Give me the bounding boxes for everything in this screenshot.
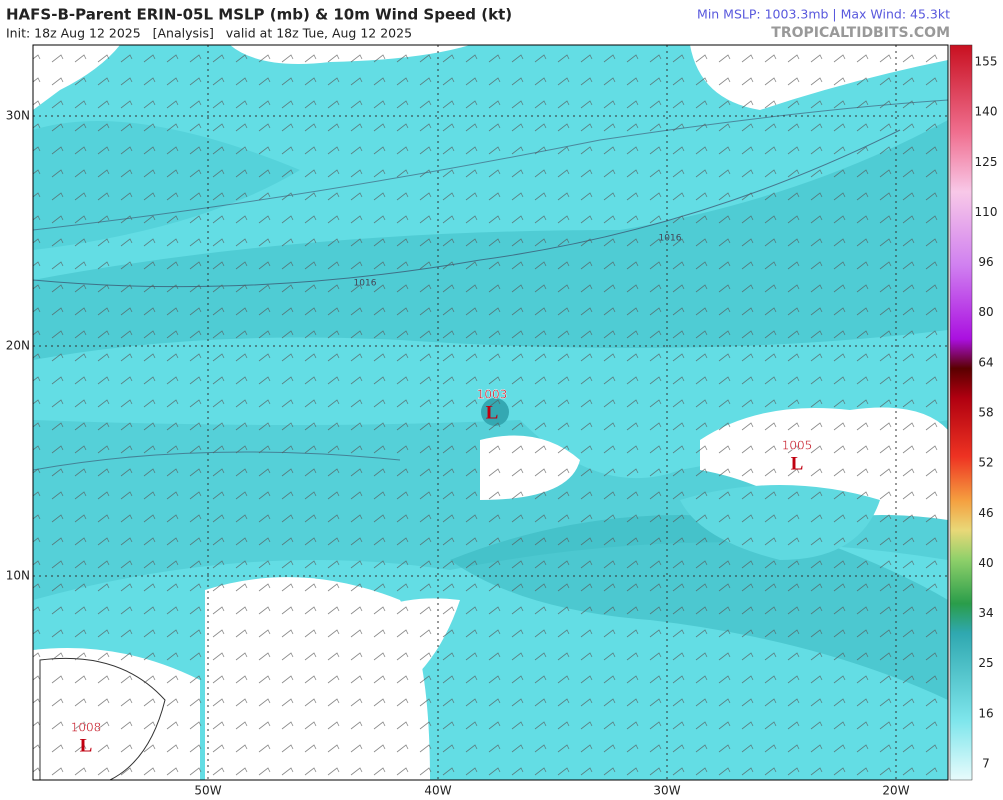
low-pressure: 1005 xyxy=(782,439,813,453)
colorbar-label: 40 xyxy=(978,556,993,570)
lon-label: 40W xyxy=(424,784,451,798)
colorbar-label: 155 xyxy=(975,55,998,69)
lon-label: 30W xyxy=(653,784,680,798)
colorbar xyxy=(949,44,973,781)
contour-label: 1016 xyxy=(354,279,377,289)
low-symbol: L xyxy=(486,402,499,423)
low-pressure: 1003 xyxy=(477,388,508,402)
colorbar-label: 25 xyxy=(978,656,993,670)
map-frame xyxy=(32,44,949,781)
colorbar-label: 125 xyxy=(975,155,998,169)
low-symbol: L xyxy=(80,735,93,756)
colorbar-label: 96 xyxy=(978,255,993,269)
low-pressure: 1008 xyxy=(71,721,102,735)
lon-label: 20W xyxy=(882,784,909,798)
colorbar-label: 52 xyxy=(978,456,993,470)
subtitle: Init: 18z Aug 12 2025 [Analysis] valid a… xyxy=(6,26,412,41)
colorbar-label: 34 xyxy=(978,606,993,620)
colorbar-label: 140 xyxy=(975,105,998,119)
contour-label: 1016 xyxy=(659,234,682,244)
graticule xyxy=(33,45,948,780)
lat-label: 10N xyxy=(6,569,30,583)
colorbar-label: 16 xyxy=(978,706,993,720)
colorbar-label: 110 xyxy=(975,205,998,219)
colorbar-label: 46 xyxy=(978,506,993,520)
colorbar-label: 7 xyxy=(982,757,990,771)
title: HAFS-B-Parent ERIN-05L MSLP (mb) & 10m W… xyxy=(6,6,512,24)
map-field xyxy=(33,45,948,780)
colorbar-label: 80 xyxy=(978,305,993,319)
lat-label: 20N xyxy=(6,339,30,353)
site-credit: TROPICALTIDBITS.COM xyxy=(771,25,950,41)
lon-label: 50W xyxy=(194,784,221,798)
colorbar-label: 58 xyxy=(978,406,993,420)
lat-label: 30N xyxy=(6,109,30,123)
low-symbol: L xyxy=(791,453,804,474)
colorbar-label: 64 xyxy=(978,355,993,369)
stats: Min MSLP: 1003.3mb | Max Wind: 45.3kt xyxy=(697,7,950,22)
